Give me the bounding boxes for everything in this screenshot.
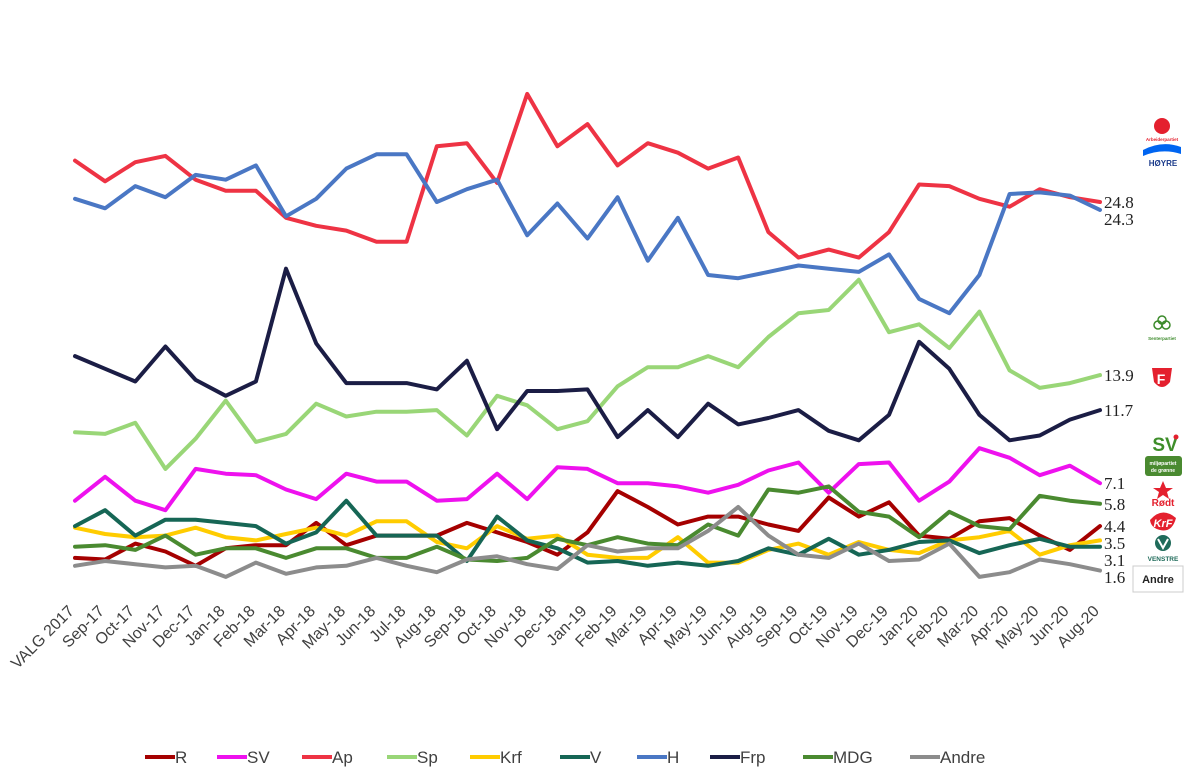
legend-label: MDG [833,748,873,767]
series-line-h [73,152,1102,316]
series-line-ap [73,91,1102,260]
mdg-logo-text-bottom: de grønne [1151,468,1175,474]
end-label-r: 4.4 [1104,517,1126,536]
krf-logo-text: KrF [1154,518,1173,530]
legend-item-v: V [560,748,602,767]
legend-item-r: R [145,748,187,767]
legend-label: Sp [417,748,438,767]
mdg-logo: miljøpartiet de grønne [1145,456,1182,476]
sv-logo: SV [1152,434,1179,456]
legend-item-ap: Ap [302,748,353,767]
andre-logo: Andre [1132,565,1184,593]
legend-label: V [590,748,602,767]
legend-item-krf: Krf [470,748,522,767]
end-labels: 24.824.3 13.9 11.7 7.1 5.8 4.43.53.11.6 [1104,193,1134,587]
series-line-r [73,489,1102,568]
legend-item-andre: Andre [910,748,985,767]
venstre-logo-text: VENSTRE [1148,556,1179,563]
krf-logo: KrF [1150,512,1176,531]
legend-item-frp: Frp [710,748,766,767]
legend-item-sv: SV [217,748,270,767]
end-label-h: 24.3 [1104,210,1134,229]
sp-logo: Senterpartiet [1148,315,1176,341]
series-line-andre [73,505,1102,579]
ap-logo: Arbeiderpartiet [1146,118,1179,142]
legend-item-h: H [637,748,679,767]
legend-label: Frp [740,748,766,767]
series-line-frp [73,266,1102,443]
frp-logo-text: F [1157,371,1166,387]
x-axis: VALG 2017Sep-17Oct-17Nov-17Dec-17Jan-18F… [8,603,1103,673]
rodt-logo-text: Rødt [1152,498,1175,509]
end-label-andre: 1.6 [1104,568,1125,587]
legend-label: R [175,748,187,767]
end-label-krf: 3.5 [1104,534,1125,553]
end-label-mdg: 5.8 [1104,495,1125,514]
series-lines [73,91,1102,579]
ap-logo-text: Arbeiderpartiet [1146,137,1179,142]
legend-item-sp: Sp [387,748,438,767]
venstre-logo: VENSTRE [1148,535,1179,563]
series-line-krf [73,519,1102,565]
legend-label: SV [247,748,270,767]
series-line-sv [73,446,1102,513]
frp-logo: F [1152,368,1172,387]
end-label-frp: 11.7 [1104,401,1134,420]
end-label-sv: 7.1 [1104,474,1125,493]
legend-label: H [667,748,679,767]
series-line-sp [73,277,1102,471]
hoyre-logo-text: HØYRE [1149,159,1178,168]
hoyre-logo: HØYRE [1143,144,1181,168]
rodt-logo: Rødt [1152,481,1175,509]
sv-logo-text: SV [1152,435,1178,456]
legend-label: Ap [332,748,353,767]
andre-logo-text: Andre [1142,574,1174,586]
legend-item-mdg: MDG [803,748,873,767]
sp-logo-text: Senterpartiet [1148,336,1176,341]
legend-label: Andre [940,748,985,767]
end-label-v: 3.1 [1104,551,1125,570]
legend-label: Krf [500,748,522,767]
legend: R SV Ap Sp Krf V H Frp MDG Andre [145,748,985,767]
party-logos: Arbeiderpartiet HØYRE Senterpartiet F SV… [1132,118,1184,593]
end-label-ap: 24.8 [1104,193,1134,212]
end-label-sp: 13.9 [1104,366,1134,385]
series-line-v [73,498,1102,568]
mdg-logo-text-top: miljøpartiet [1150,461,1177,467]
